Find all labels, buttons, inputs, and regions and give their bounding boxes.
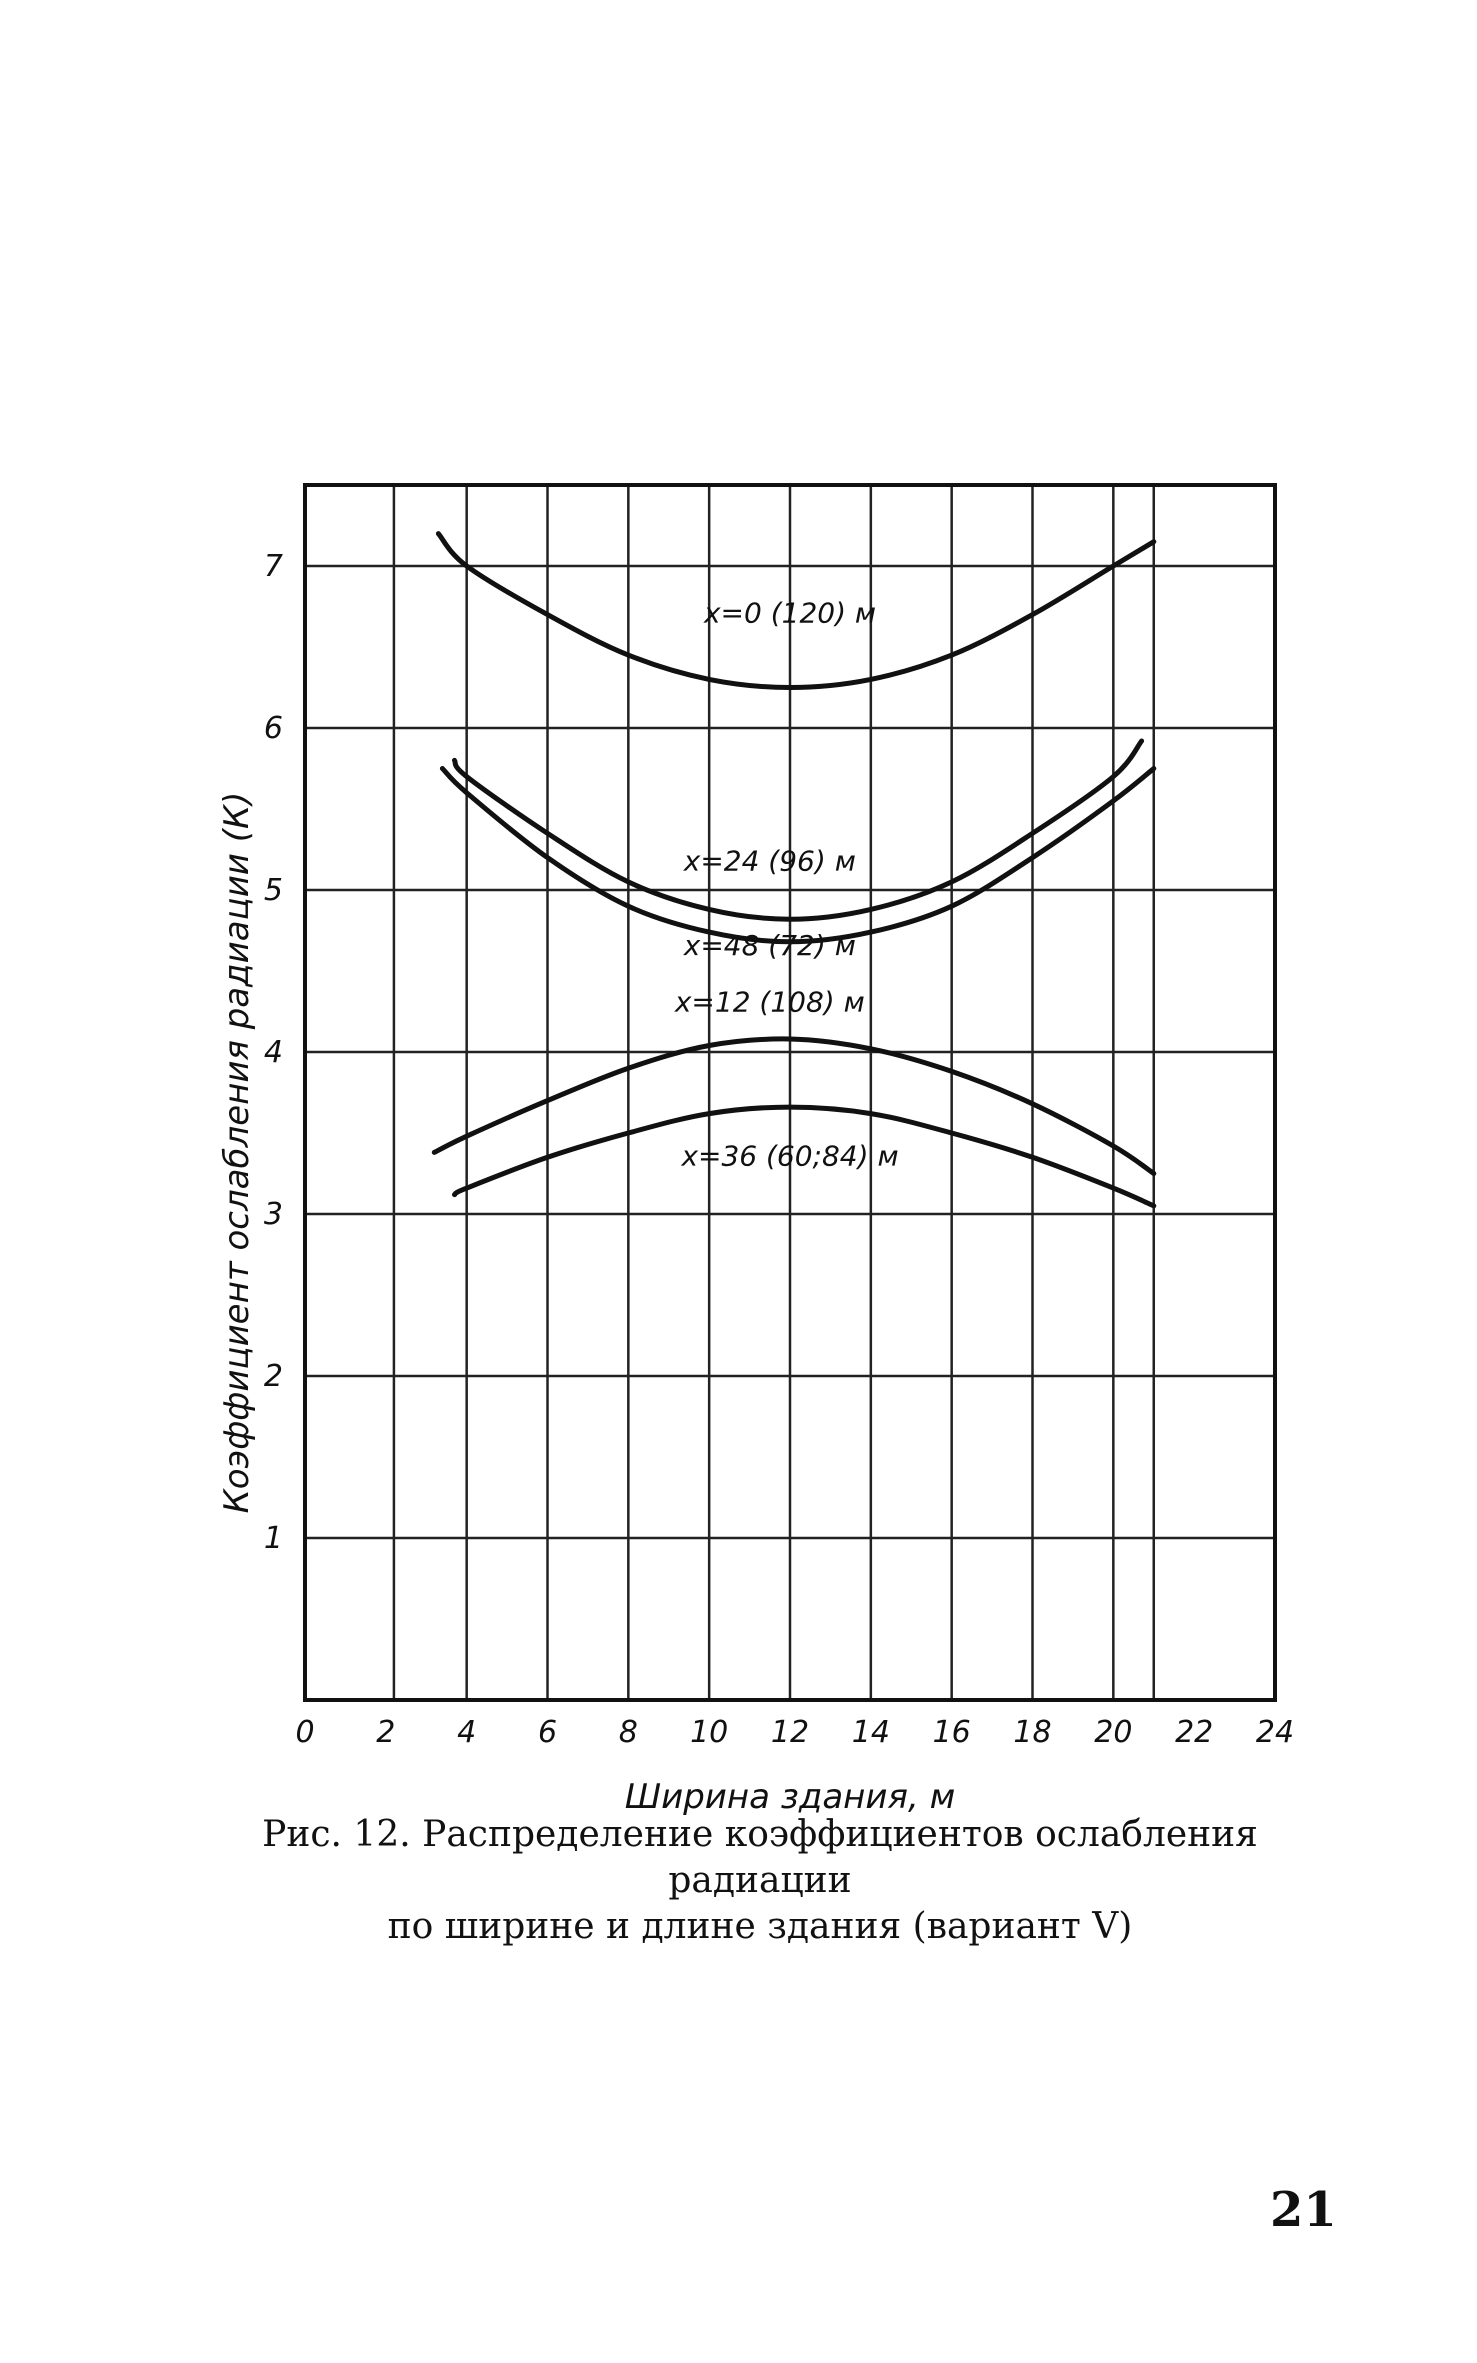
curves bbox=[431, 531, 1157, 1209]
series-label-2: x=24 (96) м bbox=[683, 845, 856, 878]
series-line-3 bbox=[439, 766, 1157, 945]
series-label-4: x=12 (108) м bbox=[674, 986, 865, 1019]
x-tick-label: 0 bbox=[295, 1715, 314, 1750]
series-label-3: x=48 (72) м bbox=[683, 929, 856, 962]
series-line-2 bbox=[452, 738, 1145, 922]
x-tick-label: 12 bbox=[771, 1715, 809, 1750]
x-tick-label: 8 bbox=[619, 1715, 638, 1750]
page-number: 21 bbox=[1270, 2182, 1337, 2238]
x-tick-label: 24 bbox=[1256, 1715, 1294, 1750]
y-tick-label: 3 bbox=[264, 1197, 283, 1232]
y-tick-label: 1 bbox=[264, 1521, 283, 1556]
figure-caption: Рис. 12. Распределение коэффициентов осл… bbox=[205, 1812, 1315, 1950]
x-tick-label: 4 bbox=[457, 1715, 476, 1750]
series-line-5 bbox=[452, 1104, 1157, 1209]
y-tick-label: 7 bbox=[264, 549, 283, 584]
series-label-1: x=0 (120) м bbox=[703, 597, 876, 630]
y-tick-label: 2 bbox=[264, 1359, 283, 1394]
y-tick-labels: 1 2 3 4 5 6 7 bbox=[264, 549, 283, 1556]
x-tick-labels: 0 2 4 6 8 10 12 14 16 18 20 22 24 bbox=[295, 1715, 1294, 1750]
curve-labels: x=0 (120) м x=24 (96) м x=48 (72) м x=12 (1… bbox=[674, 597, 899, 1173]
y-tick-label: 5 bbox=[264, 873, 283, 908]
x-tick-label: 22 bbox=[1175, 1715, 1213, 1750]
series-line-1 bbox=[435, 531, 1157, 691]
plot-frame bbox=[303, 483, 1277, 1702]
y-tick-label: 4 bbox=[264, 1035, 283, 1070]
x-axis-title: Ширина здания, м bbox=[625, 1777, 955, 1817]
caption-line-2: по ширине и длине здания (вариант V) bbox=[387, 1906, 1133, 1947]
x-tick-label: 16 bbox=[933, 1715, 971, 1750]
x-tick-label: 18 bbox=[1013, 1715, 1051, 1750]
x-tick-label: 10 bbox=[690, 1715, 728, 1750]
x-tick-label: 6 bbox=[538, 1715, 557, 1750]
series-label-5: x=36 (60;84) м bbox=[680, 1139, 898, 1172]
grid-lines bbox=[305, 485, 1277, 1700]
caption-line-1: Рис. 12. Распределение коэффициентов осл… bbox=[262, 1814, 1258, 1901]
x-tick-label: 2 bbox=[376, 1715, 395, 1750]
x-tick-label: 20 bbox=[1094, 1715, 1132, 1750]
x-tick-label: 14 bbox=[852, 1715, 890, 1750]
series-line-4 bbox=[431, 1036, 1157, 1176]
y-tick-label: 6 bbox=[264, 711, 283, 746]
y-axis-title: Коэффициент ослабления радиации (К) bbox=[217, 792, 257, 1514]
